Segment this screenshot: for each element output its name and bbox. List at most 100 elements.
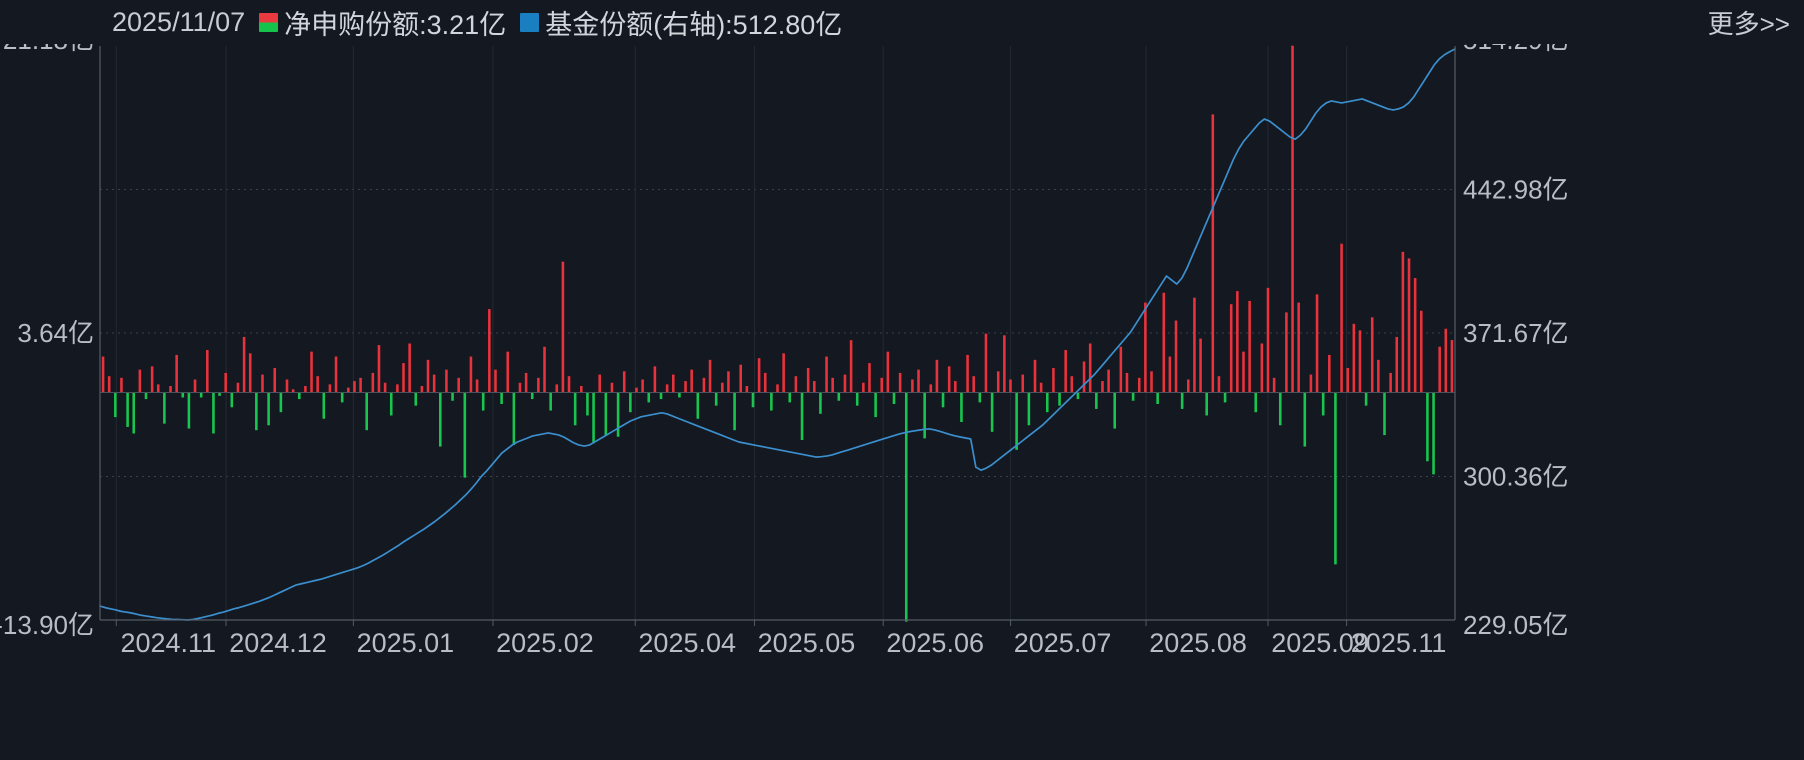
bar-positive [494,369,497,393]
bar-negative [923,392,926,439]
bar-positive [334,356,338,393]
bar-negative [163,392,166,424]
bar-negative [1180,392,1184,409]
x-axis-tick-label: 2025.09 [1271,628,1369,658]
bar-positive [1242,351,1245,393]
bar-positive [316,376,319,393]
bar-positive [353,381,356,393]
bar-positive [929,384,933,393]
bar-negative [1205,392,1208,416]
bar-negative [132,392,136,434]
bar-positive [1315,294,1319,393]
bar-positive [794,376,798,393]
bar-positive [383,382,387,393]
bar-positive [120,377,123,393]
bar-negative [819,392,822,414]
bar-negative [714,392,718,406]
bar-negative [187,392,191,429]
bar-positive [702,377,706,393]
right-axis-tick-label: 229.05亿 [1463,610,1569,640]
bar-positive [763,372,767,393]
legend-item-fund-shares[interactable]: 基金份额(右轴):512.80亿 [520,3,842,42]
bar-positive [156,384,160,393]
bar-positive [291,389,295,393]
bar-positive [898,372,902,393]
axis-lines-group [99,46,1456,621]
bar-positive [843,374,847,393]
bar-positive [776,384,779,393]
bar-positive [1193,297,1196,393]
bar-positive [954,381,957,393]
bar-positive [1346,368,1349,393]
bar-positive [328,384,332,393]
bar-positive [1033,359,1037,393]
bar-positive [1150,371,1153,393]
chart-background [0,44,1804,760]
bar-negative [586,392,589,416]
combo-chart-svg[interactable]: 21.18亿 3.64亿 -13.90亿 514.29亿 442.98亿 371.67亿… [0,44,1804,760]
bar-positive [782,353,785,393]
more-link[interactable]: 更多>> [1707,8,1790,39]
bar-positive [1248,300,1251,393]
bar-negative [365,392,368,431]
bar-negative [1254,392,1258,413]
x-axis-tick-label: 2025.08 [1149,628,1247,658]
bar-negative [267,392,270,426]
bar-negative [340,392,344,403]
bar-positive [469,356,473,393]
bar-negative [696,392,700,419]
bar-negative [629,392,632,413]
bar-positive [1101,381,1104,393]
legend-item-net-subscription[interactable]: 净申购份额:3.21亿 [259,3,506,42]
bar-positive [1082,361,1086,393]
bar-negative [414,392,418,406]
right-axis-labels: 514.29亿 442.98亿 371.67亿 300.36亿 229.05亿 [1463,44,1569,640]
bar-negative [904,392,908,622]
bar-negative [647,392,651,403]
bar-positive [1119,346,1123,393]
bar-negative [892,392,896,405]
bar-positive [402,363,405,393]
bar-negative [855,392,859,406]
legend-swatch-blue-icon [520,12,540,32]
bar-negative [573,392,577,426]
bar-negative [659,392,663,400]
x-axis-tick-label: 2025.07 [1014,628,1112,658]
bar-negative [837,392,841,401]
bar-negative [279,392,283,413]
x-axis-tick-label: 2024.11 [120,628,216,658]
bar-positive [917,369,920,393]
bar-positive [1401,251,1405,393]
bar-negative [874,392,877,418]
bar-positive [935,359,939,393]
bar-negative [616,392,620,437]
bar-positive [1021,374,1025,393]
bar-positive [972,376,975,393]
bar-positive [1125,372,1129,393]
bar-positive [862,382,865,393]
bar-positive [457,377,460,393]
bar-positive [1340,243,1343,393]
x-axis-tick-label: 2025.01 [357,628,455,658]
right-axis-tick-label: 442.98亿 [1463,175,1569,205]
bar-positive [622,371,626,393]
bar-negative [463,392,467,478]
bar-positive [285,379,289,393]
bar-positive [138,369,142,393]
bar-negative [592,392,595,444]
bar-positive [506,351,510,393]
bar-negative [978,392,982,403]
bar-negative [218,392,221,396]
bar-positive [1352,323,1356,393]
bar-positive [598,374,601,393]
bar-negative [1045,392,1049,413]
bar-positive [1419,310,1423,393]
chart-canvas-container[interactable]: 21.18亿 3.64亿 -13.90亿 514.29亿 442.98亿 371.67亿… [0,44,1804,760]
bar-positive [377,345,381,393]
bar-positive [580,386,583,393]
bar-positive [488,309,491,393]
bar-positive [757,358,761,393]
bar-negative [1076,392,1080,400]
bar-positive [347,387,350,393]
bar-series-group [100,45,1455,622]
